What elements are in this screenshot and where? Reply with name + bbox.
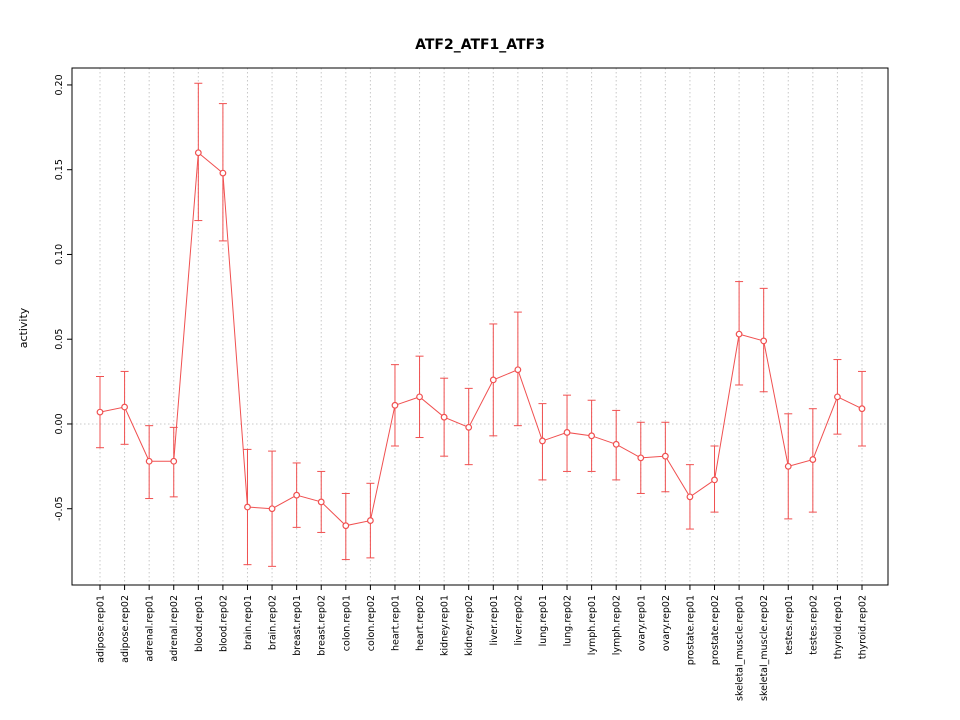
x-tick-label: heart.rep02 — [415, 595, 426, 651]
x-tick-label: liver.rep02 — [513, 595, 524, 645]
y-tick-label: 0.05 — [54, 329, 65, 350]
x-tick-label: ovary.rep01 — [636, 595, 647, 651]
x-tick-label: colon.rep02 — [366, 595, 377, 651]
data-point — [416, 393, 423, 401]
y-tick-label: 0.20 — [54, 74, 65, 95]
chart-title: ATF2_ATF1_ATF3 — [415, 37, 545, 53]
data-point — [194, 149, 202, 157]
x-tick-label: lung.rep02 — [563, 595, 574, 646]
data-point — [514, 366, 522, 374]
data-point — [145, 457, 153, 465]
x-tick-label: heart.rep01 — [390, 595, 401, 651]
x-tick-label: thyroid.rep02 — [858, 595, 869, 659]
x-tick-label: adrenal.rep02 — [169, 595, 180, 662]
x-tick-label: blood.rep01 — [194, 595, 205, 652]
x-tick-label: prostate.rep01 — [685, 595, 696, 665]
x-tick-label: breast.rep02 — [317, 595, 328, 656]
x-tick-label: blood.rep02 — [218, 595, 229, 652]
x-tick-label: adipose.rep01 — [96, 595, 107, 663]
data-point — [121, 403, 128, 411]
data-point — [219, 169, 227, 177]
data-point — [834, 393, 841, 401]
y-tick-label: 0.15 — [54, 159, 65, 180]
data-point — [268, 505, 276, 513]
x-tick-label: adrenal.rep01 — [145, 595, 156, 662]
data-point — [539, 437, 546, 445]
data-point — [809, 456, 817, 463]
data-point — [391, 401, 399, 409]
data-point — [686, 493, 694, 501]
data-point — [465, 423, 473, 431]
data-point — [637, 454, 645, 462]
data-point — [170, 457, 178, 465]
x-tick-label: adipose.rep02 — [120, 595, 131, 663]
data-point — [661, 452, 669, 460]
data-point — [858, 405, 866, 413]
x-tick-label: liver.rep01 — [489, 595, 500, 645]
x-tick-label: kidney.rep01 — [440, 595, 451, 656]
axes: -0.05 0.00 0.05 0.10 0.15 0.20 adipose.rep01 ad… — [54, 74, 869, 701]
x-tick-label: colon.rep01 — [341, 595, 352, 651]
data-point — [760, 337, 768, 345]
data-point — [784, 462, 792, 470]
x-tick-label: brain.rep01 — [243, 595, 254, 650]
data-point — [342, 522, 350, 530]
data-point — [489, 376, 497, 384]
x-tick-label: thyroid.rep01 — [833, 595, 844, 659]
x-tick-label: skeletal_muscle.rep01 — [735, 595, 746, 701]
data-point — [244, 503, 251, 511]
data-point — [366, 517, 374, 524]
data-point — [612, 440, 620, 448]
x-tick-label: ovary.rep02 — [661, 595, 672, 651]
grid-lines — [72, 68, 888, 585]
data-point — [440, 413, 448, 421]
data-point — [317, 498, 325, 506]
data-point — [96, 408, 104, 416]
x-tick-label: brain.rep02 — [268, 595, 279, 650]
x-tick-label: lung.rep01 — [538, 595, 549, 646]
plot-frame — [71, 67, 889, 586]
y-tick-label: 0.10 — [54, 244, 65, 265]
data-point — [735, 330, 743, 338]
data-series — [96, 82, 866, 567]
data-point — [711, 476, 718, 484]
x-tick-label: prostate.rep02 — [710, 595, 721, 665]
x-tick-label: skeletal_muscle.rep02 — [759, 595, 770, 701]
x-tick-label: lymph.rep01 — [587, 595, 598, 655]
series-line — [99, 151, 863, 527]
y-tick-label: 0.00 — [54, 413, 65, 434]
x-tick-label: kidney.rep02 — [464, 595, 475, 656]
data-point — [293, 491, 301, 499]
y-axis-label: activity — [17, 307, 30, 348]
x-tick-label: breast.rep01 — [292, 595, 303, 656]
data-point — [588, 432, 596, 440]
x-tick-label: lymph.rep02 — [612, 595, 623, 655]
x-tick-label: testes.rep02 — [808, 595, 819, 655]
y-tick-label: -0.05 — [54, 496, 65, 521]
data-point — [563, 429, 571, 436]
x-tick-label: testes.rep01 — [784, 595, 795, 655]
